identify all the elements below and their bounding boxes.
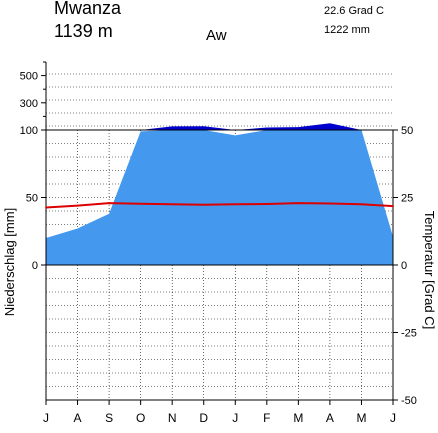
- right-tick-label: -50: [401, 395, 417, 407]
- station-elevation: 1139 m: [54, 21, 113, 41]
- left-tick-label: 100: [20, 125, 38, 137]
- right-tick-label: -25: [401, 328, 417, 340]
- mean-temperature: 22.6 Grad C: [324, 5, 384, 17]
- temperature-point: [139, 202, 142, 205]
- right-tick-label: 25: [401, 193, 413, 205]
- precipitation-fill: [46, 123, 393, 265]
- humid-area: [46, 123, 393, 130]
- month-label: J: [232, 411, 238, 425]
- month-label: M: [293, 411, 303, 425]
- month-label: N: [168, 411, 177, 425]
- left-tick-label: 50: [26, 193, 38, 205]
- annual-precipitation: 1222 mm: [324, 24, 370, 36]
- month-label: J: [43, 411, 49, 425]
- left-tick-label: 0: [32, 260, 38, 272]
- climate-class: Aw: [206, 27, 227, 44]
- left-tick-label: 300: [20, 98, 38, 110]
- month-label: D: [199, 411, 208, 425]
- temperature-point: [297, 202, 300, 205]
- station-name: Mwanza: [54, 0, 122, 18]
- temperature-point: [108, 202, 110, 205]
- temperature-point: [329, 202, 331, 205]
- month-label: A: [326, 411, 334, 425]
- month-label: J: [390, 411, 396, 425]
- temperature-point: [360, 203, 363, 206]
- temperature-point: [265, 203, 268, 205]
- temperature-point: [392, 205, 394, 208]
- temperature-series: [45, 202, 394, 209]
- month-label: M: [356, 411, 366, 425]
- temperature-line: [45, 202, 394, 209]
- temperature-point: [76, 204, 79, 207]
- temperature-point: [234, 203, 237, 206]
- right-tick-label: 0: [401, 260, 407, 272]
- month-label: S: [105, 411, 113, 425]
- temperature-point: [171, 203, 174, 206]
- month-label: F: [263, 411, 270, 425]
- month-label: O: [136, 411, 145, 425]
- temperature-point: [45, 206, 47, 209]
- left-axis-title: Niederschlag [mm]: [2, 208, 17, 316]
- right-axis-title: Temperatur [Grad C]: [422, 211, 437, 330]
- month-label: A: [74, 411, 82, 425]
- right-tick-label: 50: [401, 125, 413, 137]
- temperature-point: [202, 203, 205, 206]
- precipitation-area: [46, 130, 393, 265]
- left-tick-label: 500: [20, 71, 38, 83]
